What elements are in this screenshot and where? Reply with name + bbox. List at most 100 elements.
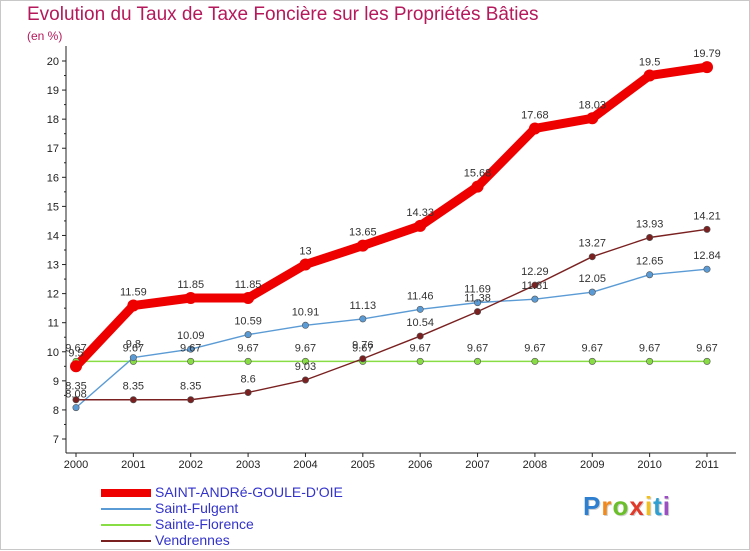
data-label: 9.67 [409, 342, 430, 354]
data-point [474, 308, 482, 316]
data-point [703, 357, 711, 365]
data-point [187, 396, 195, 404]
legend-label: Saint-Fulgent [155, 500, 239, 516]
data-point [184, 291, 197, 304]
x-tick-label: 2007 [465, 459, 489, 471]
data-label: 9.67 [65, 342, 86, 354]
data-label: 11.85 [177, 279, 204, 291]
y-tick-label: 10 [47, 347, 59, 359]
data-label: 12.65 [636, 256, 664, 268]
data-label: 13.65 [349, 227, 377, 239]
data-point [531, 281, 539, 289]
x-tick-label: 2006 [408, 459, 432, 471]
data-point [703, 225, 711, 233]
data-point [474, 299, 482, 307]
data-point [416, 332, 424, 340]
data-label: 8.35 [65, 381, 86, 393]
y-tick-label: 15 [47, 201, 59, 213]
data-point [70, 360, 82, 373]
chart-title: Evolution du Taux de Taxe Foncière sur l… [27, 4, 539, 25]
data-labels: 9.67 9.67 9.67 9.67 9.67 9.67 9.67 9.67 9.67 9.67… [65, 48, 720, 400]
data-point [414, 219, 427, 232]
y-tick-label: 12 [47, 289, 59, 301]
axes: 7 8 9 10 11 12 13 14 15 16 17 18 19 20 2000 2001 2002 200… [47, 46, 736, 471]
data-label: 10.09 [177, 330, 205, 342]
data-label: 9.67 [696, 342, 717, 354]
data-label: 18.03 [579, 99, 607, 111]
data-point [242, 291, 255, 304]
legend-swatch [101, 540, 151, 542]
chart-unit-label: (en %) [27, 29, 63, 43]
data-label: 12.84 [693, 250, 721, 262]
data-point [356, 239, 369, 252]
data-label: 10.91 [292, 306, 320, 318]
data-label: 13.27 [579, 238, 607, 250]
y-tick-label: 19 [47, 85, 59, 97]
y-tick-label: 17 [47, 143, 59, 155]
data-label: 9.67 [582, 342, 603, 354]
data-label: 14.33 [406, 207, 434, 219]
series-line-3 [75, 228, 708, 401]
data-label: 14.21 [693, 210, 721, 222]
data-point [359, 355, 367, 363]
legend-swatch [101, 524, 151, 526]
y-tick-label: 7 [53, 434, 59, 446]
data-point [72, 404, 80, 412]
legend-label: SAINT-ANDRé-GOULE-D'OIE [155, 484, 343, 500]
data-point [588, 288, 596, 296]
data-point [301, 357, 309, 365]
data-point [187, 357, 195, 365]
data-point [588, 253, 596, 261]
data-point [72, 396, 80, 404]
data-label: 9.03 [295, 361, 316, 373]
data-point [701, 61, 713, 74]
data-point [586, 112, 599, 125]
data-label: 13 [299, 246, 311, 258]
data-label: 11.13 [349, 300, 376, 312]
data-point [643, 69, 656, 82]
data-label: 9.67 [639, 342, 660, 354]
data-point [299, 258, 312, 271]
x-tick-label: 2010 [637, 459, 661, 471]
data-point [129, 396, 137, 404]
y-tick-label: 8 [53, 405, 59, 417]
x-tick-label: 2003 [236, 459, 260, 471]
x-tick-label: 2005 [351, 459, 375, 471]
x-tick-label: 2000 [64, 459, 88, 471]
x-tick-label: 2008 [523, 459, 547, 471]
data-label: 15.68 [464, 168, 492, 180]
data-point [416, 357, 424, 365]
data-point [703, 265, 711, 273]
data-label: 10.59 [234, 316, 262, 328]
x-tick-label: 2001 [121, 459, 145, 471]
y-tick-label: 11 [48, 318, 59, 330]
series-line-1 [75, 268, 708, 409]
data-label: 9.76 [352, 340, 373, 352]
data-label: 8.35 [123, 381, 144, 393]
data-point [416, 305, 424, 313]
data-label: 13.93 [636, 218, 664, 230]
data-point [127, 299, 140, 312]
y-tick-label: 18 [47, 114, 59, 126]
data-label: 8.08 [65, 389, 86, 401]
data-label: 11.46 [407, 290, 434, 302]
legend-label: Sainte-Florence [155, 516, 254, 532]
series-line-0 [71, 62, 712, 371]
data-point [244, 388, 252, 396]
data-label: 8.35 [180, 381, 201, 393]
data-point [646, 233, 654, 241]
data-label: 9.8 [126, 339, 141, 351]
data-label: 11.59 [120, 287, 147, 299]
data-label: 11.85 [235, 279, 262, 291]
y-tick-label: 16 [47, 172, 59, 184]
data-point [646, 357, 654, 365]
data-label: 8.6 [240, 373, 255, 385]
series-points [70, 61, 713, 412]
data-label: 19.79 [693, 48, 721, 60]
data-point [244, 357, 252, 365]
data-point [646, 271, 654, 279]
data-label: 11.38 [464, 293, 491, 305]
data-label: 9.67 [467, 342, 488, 354]
